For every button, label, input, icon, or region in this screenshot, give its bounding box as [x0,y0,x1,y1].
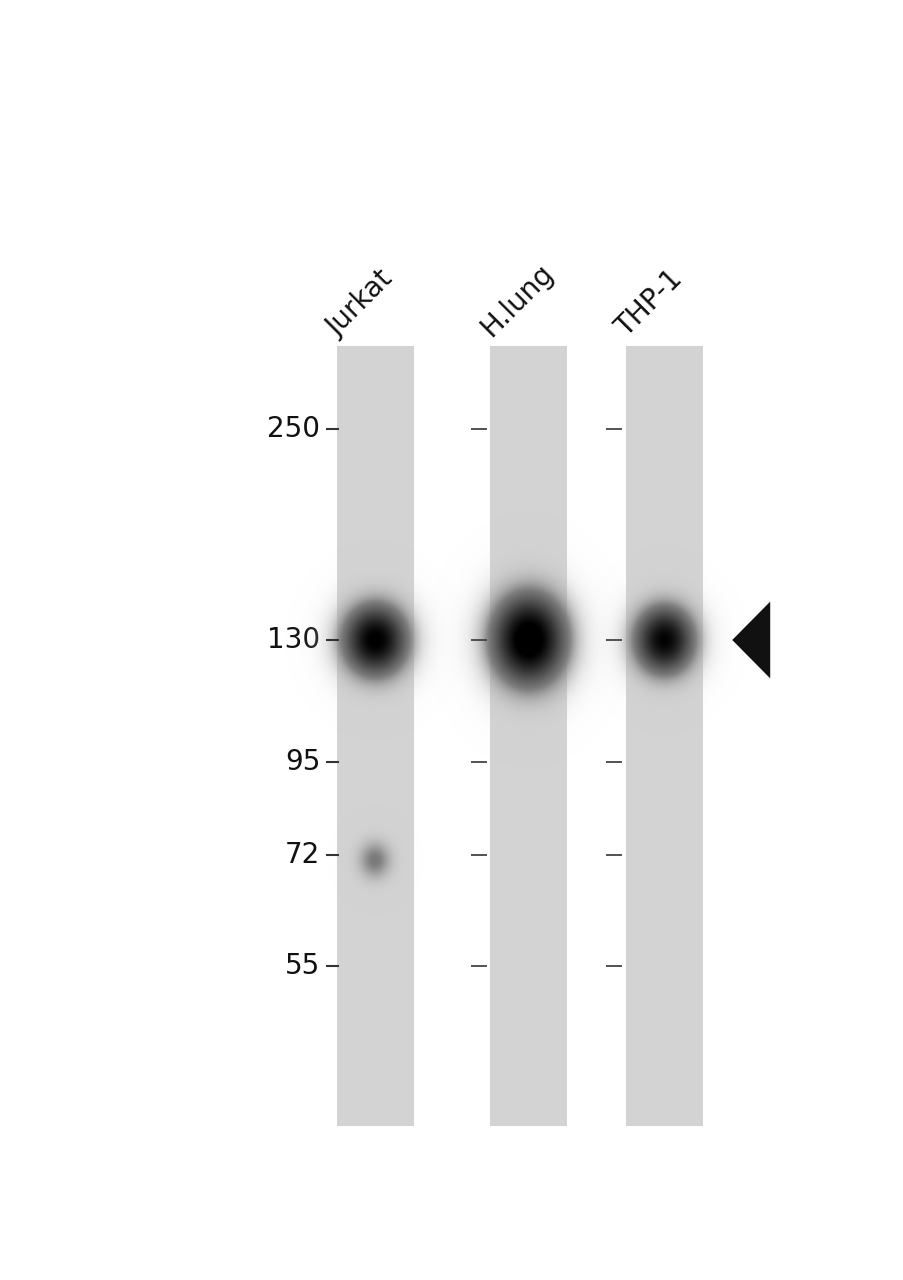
Text: H.lung: H.lung [475,259,558,342]
Text: 95: 95 [284,748,321,776]
Text: Jurkat: Jurkat [321,265,398,342]
Text: 72: 72 [285,841,321,869]
Text: 55: 55 [285,952,321,980]
Text: 130: 130 [267,626,321,654]
Text: THP-1: THP-1 [610,265,687,342]
Polygon shape [731,602,769,678]
Bar [489,346,567,1126]
Text: 250: 250 [267,415,321,443]
Bar [336,346,414,1126]
Bar [626,346,703,1126]
